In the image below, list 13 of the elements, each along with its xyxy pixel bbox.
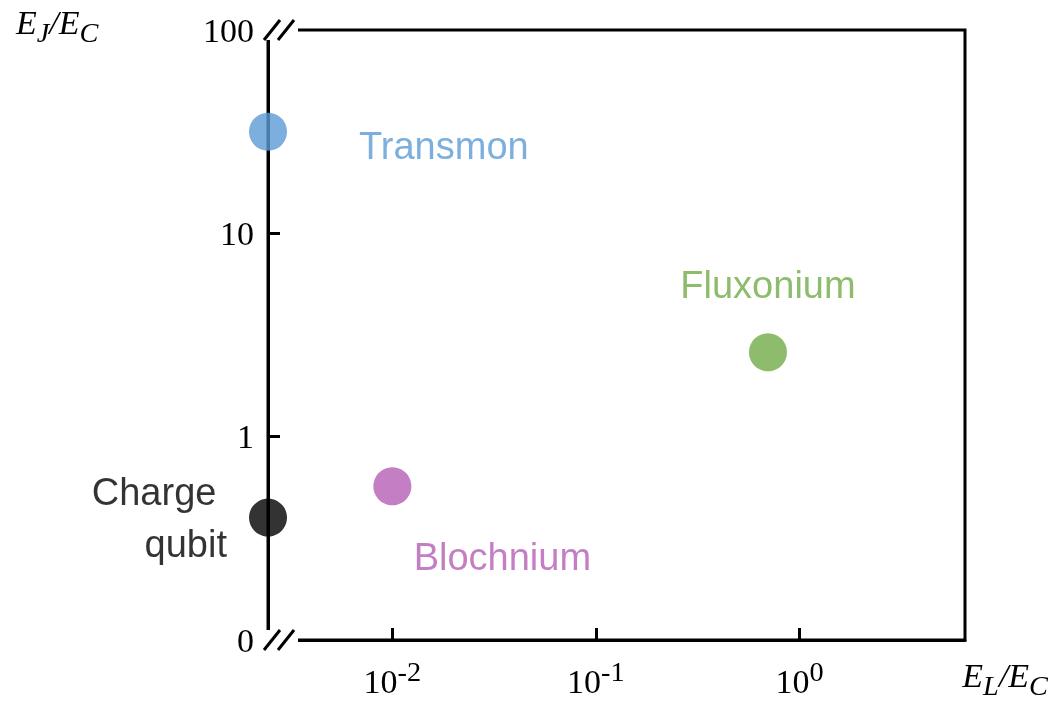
x-tick-label: 10$^{-1}$	[566, 655, 626, 703]
y-tick-label: 1	[237, 418, 254, 456]
x-tick-label: 10$^{-2}$	[362, 655, 423, 703]
y-tick-label: 10	[220, 214, 254, 252]
y-tick-label: 0	[237, 621, 254, 659]
series-label: Transmon	[359, 124, 529, 167]
series-label: Blochnium	[413, 536, 592, 579]
y-axis-title: E$_{J}$/E$_{C}$	[16, 4, 99, 49]
y-tick-label: 100	[203, 11, 254, 49]
x-tick-label: 10$^{0}$	[774, 655, 825, 703]
series-label: Fluxonium	[680, 264, 856, 307]
x-axis-title: E$_{L}$/E$_{C}$	[962, 657, 1048, 702]
series-label: Charge qubit	[91, 470, 228, 565]
